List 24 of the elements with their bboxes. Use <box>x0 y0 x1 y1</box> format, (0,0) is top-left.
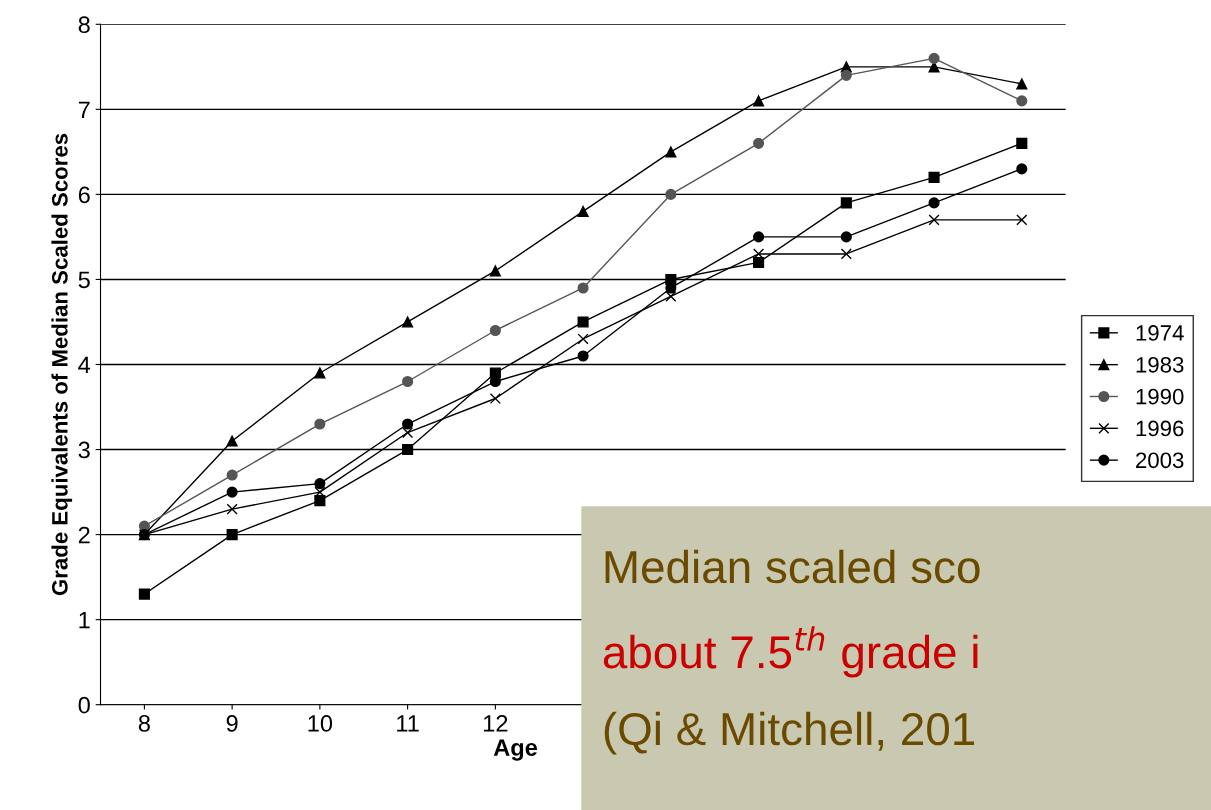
y-axis-title: Grade Equivalents of Median Scaled Scores <box>51 133 73 596</box>
y-tick-label: 5 <box>78 271 90 289</box>
y-tick-label: 6 <box>78 186 90 204</box>
legend-label: 1996 <box>1136 420 1184 437</box>
y-tick-label: 4 <box>78 356 91 374</box>
y-tick-label: 2 <box>78 526 90 544</box>
x-tick-label: 11 <box>397 715 419 732</box>
x-tick-label: 12 <box>484 715 508 732</box>
annotation: about 7.5$^{th}$ grade i <box>603 626 978 678</box>
legend-label: 2003 <box>1136 452 1184 469</box>
legend-label: 1974 <box>1136 325 1184 341</box>
x-axis-title: Age <box>493 739 538 761</box>
y-tick-label: 3 <box>78 441 90 459</box>
y-tick-label: 8 <box>78 16 90 34</box>
x-tick-label: 10 <box>308 715 333 732</box>
y-tick-label: 1 <box>79 611 90 629</box>
y-tick-label: 7 <box>78 101 90 118</box>
y-tick-label: 0 <box>78 696 90 714</box>
x-tick-label: 9 <box>226 715 238 732</box>
legend-label: 1983 <box>1136 356 1184 373</box>
x-tick-label: 8 <box>138 715 150 732</box>
legend-label: 1990 <box>1136 388 1184 405</box>
annotation: Median scaled sco <box>605 549 980 584</box>
text: (Qi & Mitchell, 201 <box>604 711 975 755</box>
